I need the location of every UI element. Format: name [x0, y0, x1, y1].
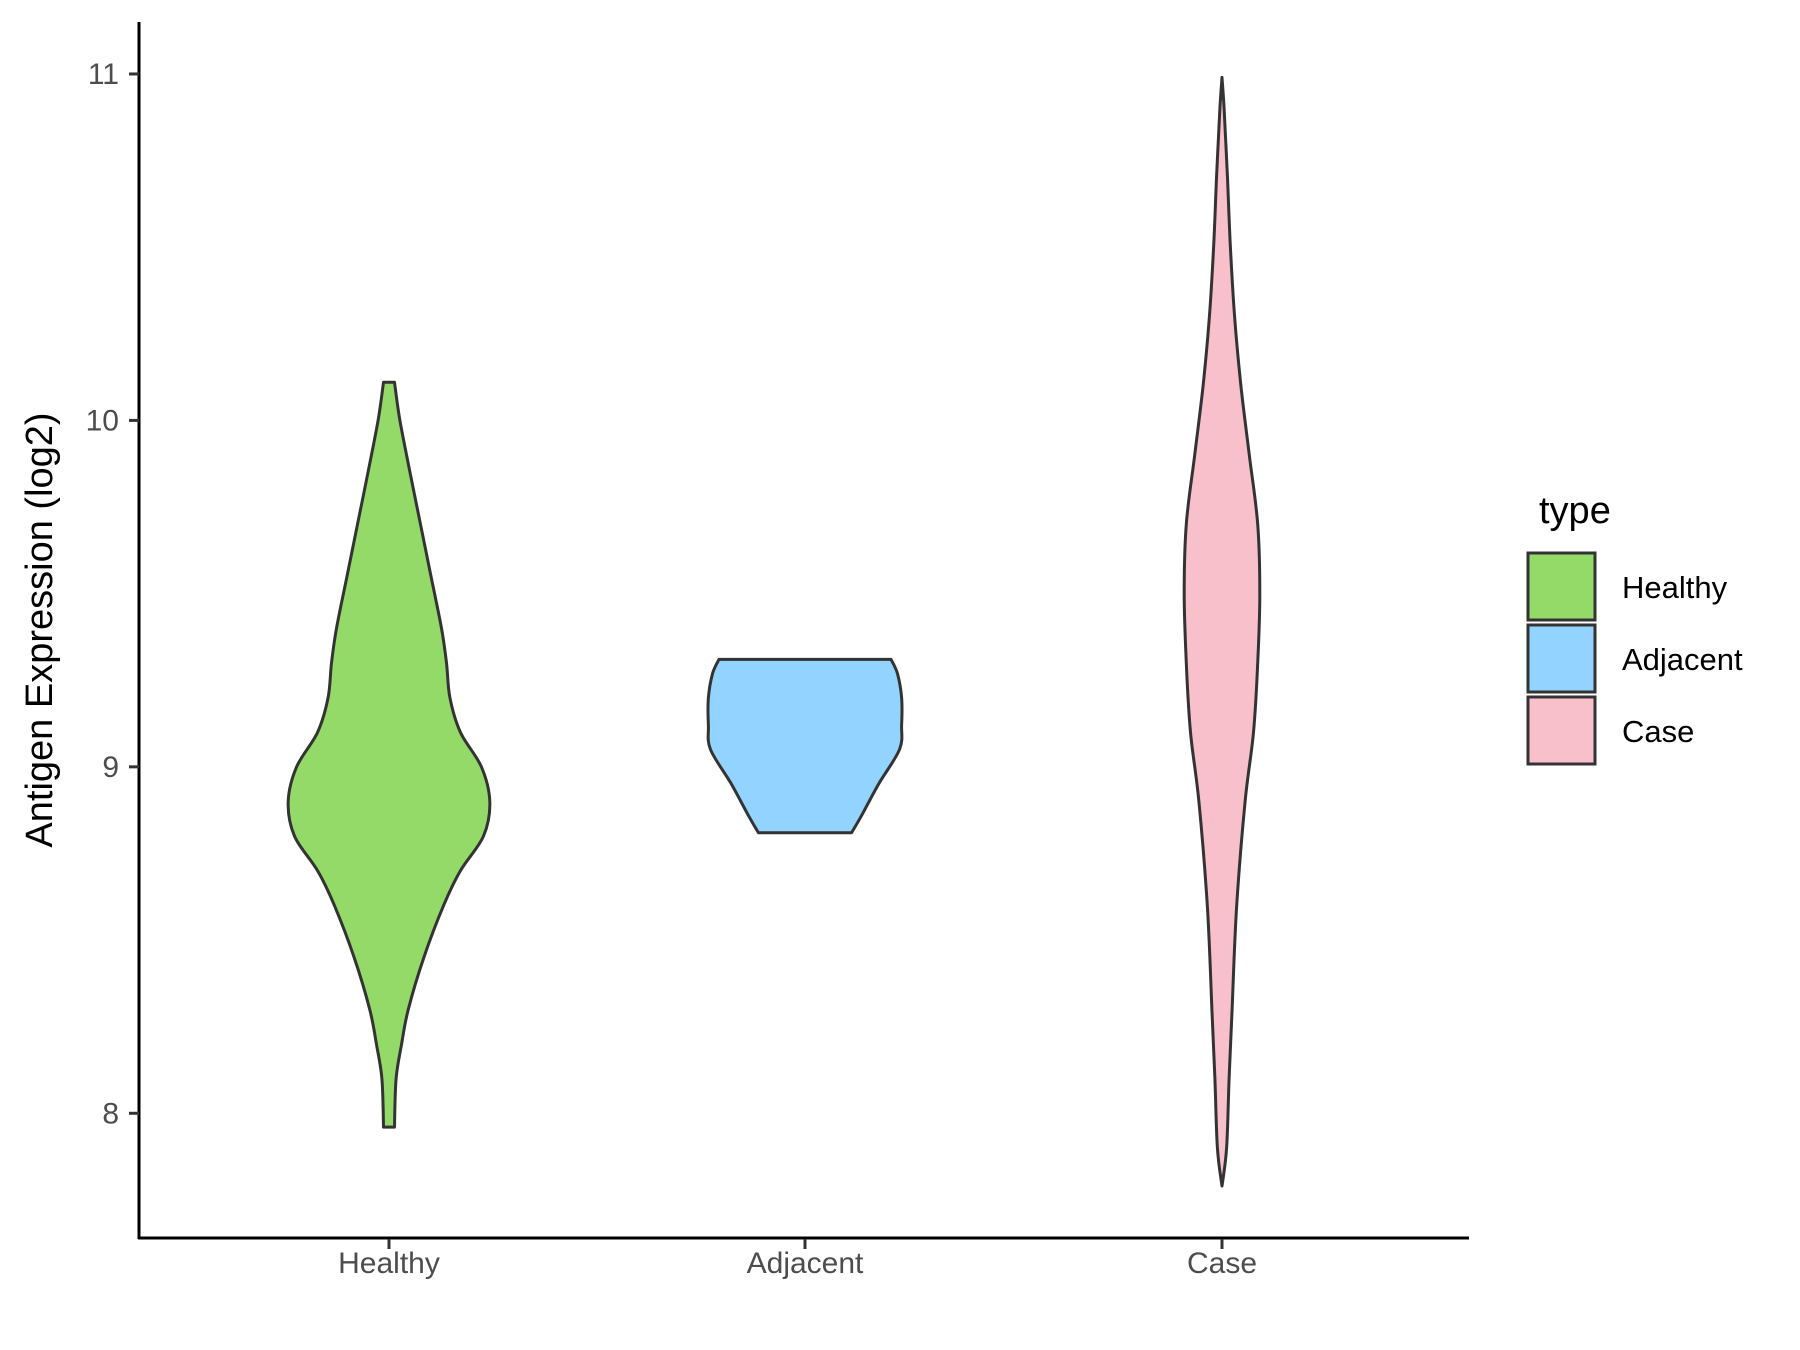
legend: type Healthy Adjacent Case	[1526, 490, 1743, 766]
legend-entries: Healthy Adjacent Case	[1526, 551, 1743, 766]
legend-swatch-healthy	[1526, 551, 1597, 622]
violin-adjacent	[706, 657, 904, 835]
legend-swatch-adjacent	[1526, 623, 1597, 694]
x-tick-label: Adjacent	[747, 1247, 864, 1280]
x-ticks: Healthy Adjacent Case	[338, 1239, 1257, 1280]
y-tick-label: 8	[102, 1097, 119, 1130]
legend-label-healthy: Healthy	[1622, 570, 1728, 605]
legend-label-case: Case	[1622, 714, 1694, 749]
y-tick-label: 9	[102, 751, 119, 784]
violins-layer	[286, 75, 1262, 1188]
x-tick-label: Healthy	[338, 1247, 440, 1280]
x-tick-label: Case	[1187, 1247, 1257, 1280]
y-tick-label: 10	[86, 404, 119, 437]
y-axis-title: Antigen Expression (log2)	[19, 412, 61, 847]
legend-label-adjacent: Adjacent	[1622, 642, 1743, 677]
violin-healthy	[286, 380, 492, 1129]
y-tick-label: 11	[88, 58, 119, 91]
y-ticks: 8 9 10 11	[86, 58, 139, 1130]
legend-title: type	[1539, 490, 1611, 532]
legend-swatch-case	[1526, 695, 1597, 766]
violin-case	[1182, 75, 1262, 1188]
